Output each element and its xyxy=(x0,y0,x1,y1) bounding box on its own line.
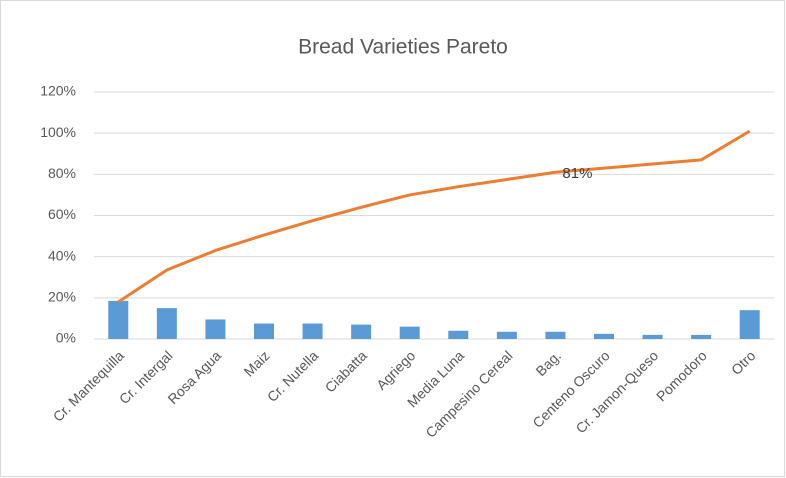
y-tick-label: 120% xyxy=(40,83,76,99)
y-tick-label: 20% xyxy=(48,289,76,305)
y-tick-label: 0% xyxy=(56,330,76,346)
chart-title: Bread Varieties Pareto xyxy=(298,36,508,59)
bar xyxy=(545,331,566,339)
bar xyxy=(642,334,663,339)
bar xyxy=(351,324,372,339)
y-tick-label: 100% xyxy=(40,124,76,140)
y-tick-label: 60% xyxy=(48,206,76,222)
y-tick-label: 80% xyxy=(48,165,76,181)
bar xyxy=(399,326,420,339)
bar xyxy=(302,323,323,339)
bar xyxy=(691,334,712,339)
y-tick-label: 40% xyxy=(48,247,76,263)
bar xyxy=(594,333,614,339)
bar xyxy=(108,300,129,339)
bar xyxy=(739,310,760,339)
bar xyxy=(156,308,177,339)
bar xyxy=(448,330,469,339)
cumulative-line xyxy=(117,129,751,304)
bar xyxy=(205,319,226,339)
bar xyxy=(254,323,274,339)
bar xyxy=(496,331,517,339)
data-label: 81% xyxy=(562,165,592,182)
